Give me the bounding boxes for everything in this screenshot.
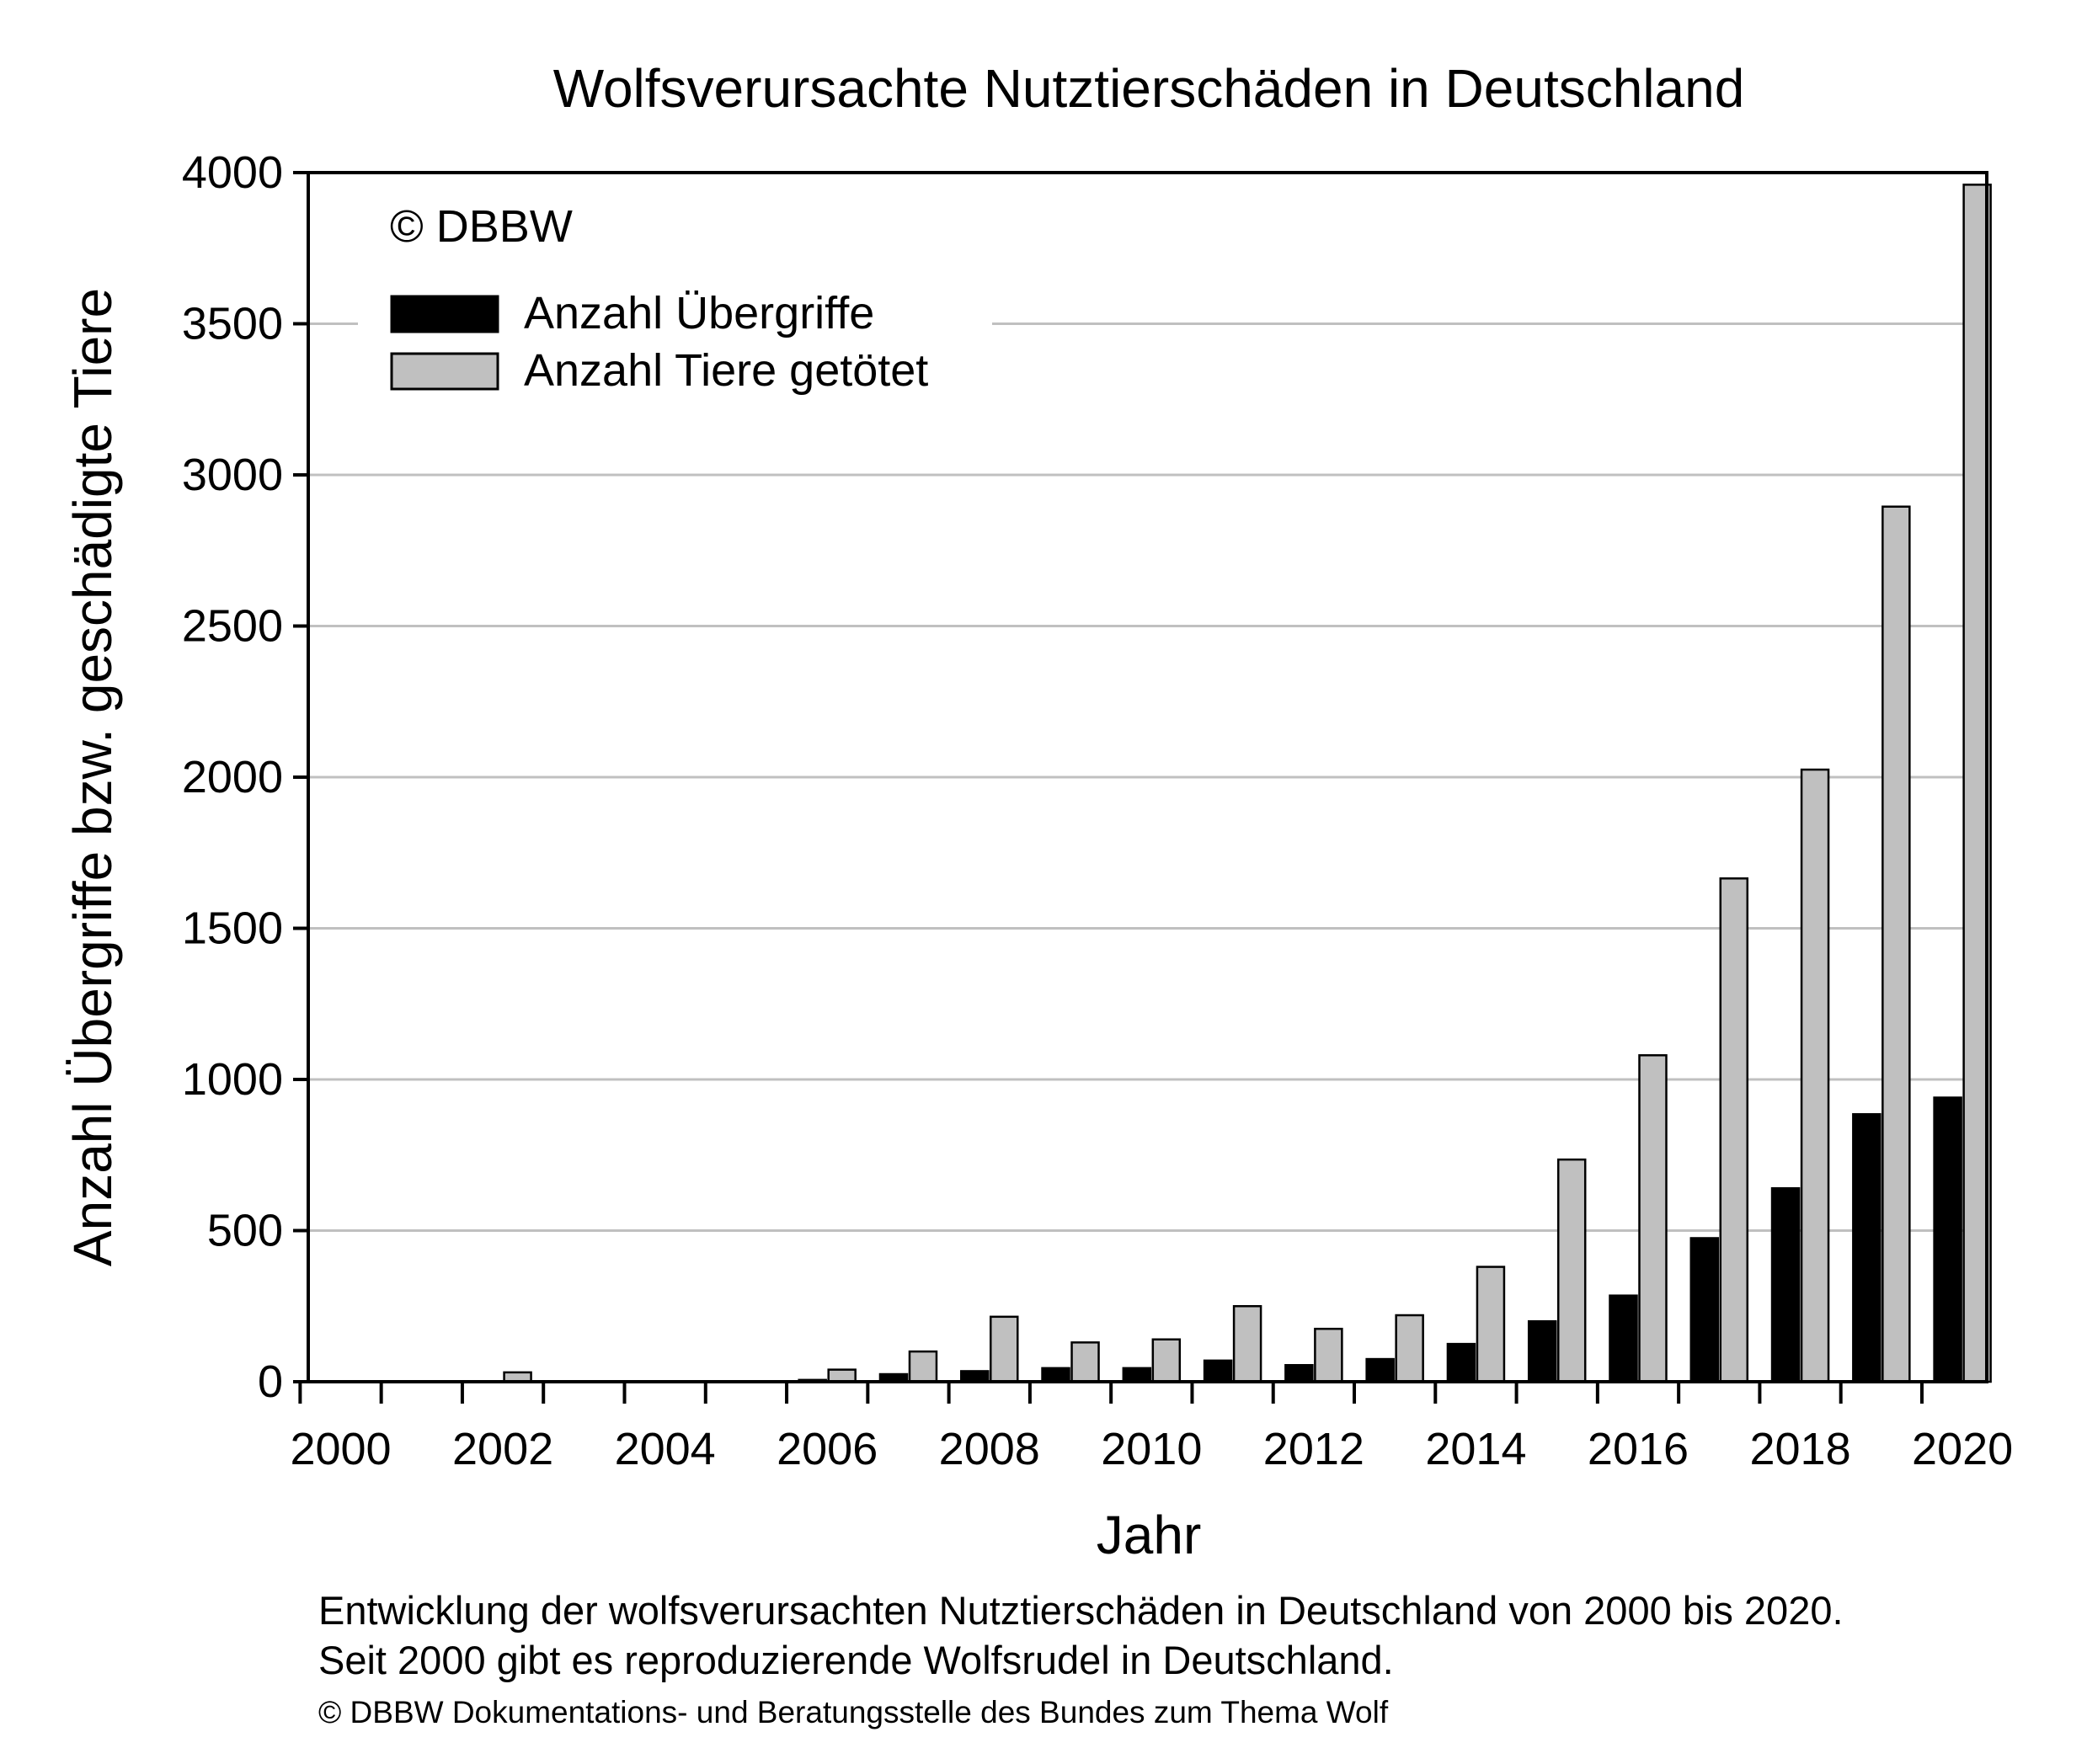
legend-swatch	[390, 352, 499, 391]
x-tick-label: 2000	[290, 1424, 391, 1474]
y-tick-label: 500	[207, 1206, 283, 1256]
bar-tiere-getoetet	[1882, 505, 1911, 1383]
bar-uebergriffe	[1203, 1359, 1233, 1383]
y-axis-label: Anzahl Übergriffe bzw. geschädigte Tiere	[62, 288, 123, 1266]
x-tick-label: 2018	[1749, 1424, 1850, 1474]
x-tick-label: 2006	[777, 1424, 878, 1474]
legend-label: Anzahl Tiere getötet	[524, 345, 928, 396]
caption-line-2: Seit 2000 gibt es reproduzierende Wolfsr…	[318, 1638, 1394, 1682]
y-tick-label: 1500	[182, 903, 283, 954]
x-tick-label: 2008	[939, 1424, 1040, 1474]
y-tick-label: 1000	[182, 1054, 283, 1105]
y-tick-label: 0	[258, 1356, 283, 1407]
y-tick-label: 2000	[182, 752, 283, 802]
bar-tiere-getoetet	[1476, 1266, 1506, 1383]
bar-tiere-getoetet	[1556, 1158, 1587, 1383]
chart-title: Wolfsverursachte Nutztierschäden in Deut…	[553, 58, 1745, 119]
bar-tiere-getoetet	[1314, 1327, 1343, 1383]
bar-uebergriffe	[1609, 1294, 1638, 1383]
y-tick-label: 3000	[182, 450, 283, 500]
caption-line-1: Entwicklung der wolfsverursachten Nutzti…	[318, 1588, 1844, 1633]
x-tick-label: 2014	[1425, 1424, 1526, 1474]
legend-swatch	[390, 295, 499, 333]
bar-tiere-getoetet	[1800, 768, 1830, 1383]
x-axis-label: Jahr	[1097, 1505, 1202, 1565]
x-tick-label: 2012	[1263, 1424, 1364, 1474]
bar-tiere-getoetet	[1232, 1305, 1262, 1383]
bar-uebergriffe	[1852, 1113, 1882, 1383]
bar-uebergriffe	[1527, 1319, 1557, 1383]
bar-tiere-getoetet	[1638, 1054, 1668, 1383]
bar-uebergriffe	[1041, 1367, 1070, 1383]
bar-tiere-getoetet	[1719, 877, 1749, 1383]
x-tick-label: 2020	[1912, 1424, 2013, 1474]
bar-uebergriffe	[1933, 1096, 1962, 1383]
bar-tiere-getoetet	[1070, 1341, 1100, 1383]
gridlines	[308, 322, 1987, 1232]
legend: Anzahl Übergriffe Anzahl Tiere getötet	[390, 288, 928, 396]
x-tick-label: 2002	[452, 1424, 553, 1474]
y-tick-label: 3500	[182, 299, 283, 349]
x-tick-label: 2004	[615, 1424, 716, 1474]
bar-tiere-getoetet	[908, 1350, 938, 1383]
x-tick-label: 2016	[1588, 1424, 1689, 1474]
bar-uebergriffe	[1770, 1186, 1801, 1383]
y-tick-label: 4000	[182, 147, 283, 198]
y-tick-label: 2500	[182, 601, 283, 652]
bar-tiere-getoetet	[1395, 1314, 1424, 1383]
bar-uebergriffe	[1284, 1364, 1314, 1383]
axes: 0 500 1000 1500 2000 2500 3000 3500 4000 2000 2002…	[182, 147, 2013, 1474]
bar-uebergriffe	[1365, 1357, 1395, 1383]
bar-uebergriffe	[1122, 1367, 1152, 1383]
copyright-watermark: © DBBW	[390, 201, 573, 252]
bar-tiere-getoetet	[990, 1315, 1019, 1383]
bar-tiere-getoetet	[827, 1368, 857, 1383]
bar-uebergriffe	[1689, 1237, 1720, 1383]
caption-source: © DBBW Dokumentations- und Beratungsstel…	[318, 1695, 1389, 1729]
x-tick-label: 2010	[1101, 1424, 1202, 1474]
legend-label: Anzahl Übergriffe	[524, 288, 874, 338]
bar-uebergriffe	[1446, 1342, 1476, 1383]
bar-tiere-getoetet	[1151, 1338, 1182, 1383]
